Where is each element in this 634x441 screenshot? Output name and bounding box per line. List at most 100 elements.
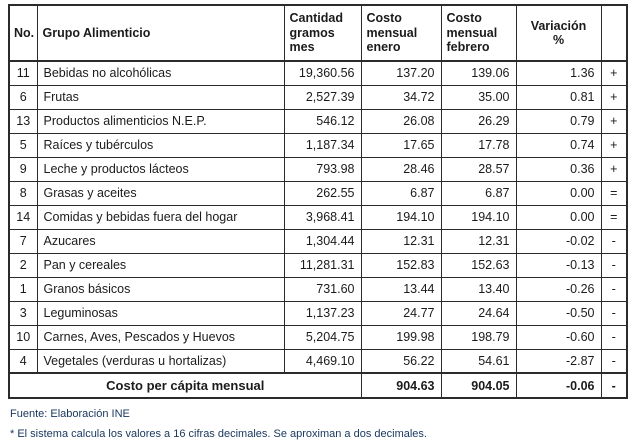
cell-cantidad: 546.12 bbox=[283, 108, 362, 134]
cell-enero: 13.44 bbox=[360, 276, 442, 302]
table-body: 11 Bebidas no alcohólicas 19,360.56 137.… bbox=[8, 60, 628, 399]
header-no: No. bbox=[8, 4, 38, 62]
cell-grupo: Productos alimenticios N.E.P. bbox=[36, 108, 285, 134]
cell-signo: + bbox=[600, 132, 628, 158]
cell-grupo: Leguminosas bbox=[36, 300, 285, 326]
cell-cantidad: 1,187.34 bbox=[283, 132, 362, 158]
cell-cantidad: 262.55 bbox=[283, 180, 362, 206]
cell-no: 5 bbox=[8, 132, 38, 158]
header-signo bbox=[600, 4, 628, 62]
cell-cantidad: 1,137.23 bbox=[283, 300, 362, 326]
cell-febrero: 24.64 bbox=[440, 300, 517, 326]
total-row: Costo per cápita mensual 904.63 904.05 -… bbox=[8, 372, 628, 399]
cell-enero: 28.46 bbox=[360, 156, 442, 182]
header-costo-mensual-febrero: Costo mensual febrero bbox=[440, 4, 517, 62]
cell-variacion: -0.02 bbox=[515, 228, 602, 254]
cell-cantidad: 2,527.39 bbox=[283, 84, 362, 110]
total-label: Costo per cápita mensual bbox=[8, 372, 362, 399]
cell-no: 9 bbox=[8, 156, 38, 182]
cell-enero: 12.31 bbox=[360, 228, 442, 254]
cell-grupo: Raíces y tubérculos bbox=[36, 132, 285, 158]
cell-no: 8 bbox=[8, 180, 38, 206]
cell-grupo: Vegetales (verduras u hortalizas) bbox=[36, 348, 285, 374]
cell-cantidad: 1,304.44 bbox=[283, 228, 362, 254]
cell-febrero: 35.00 bbox=[440, 84, 517, 110]
cell-enero: 24.77 bbox=[360, 300, 442, 326]
table-row: 8 Grasas y aceites 262.55 6.87 6.87 0.00… bbox=[8, 180, 628, 206]
cell-variacion: -0.26 bbox=[515, 276, 602, 302]
table-row: 4 Vegetales (verduras u hortalizas) 4,46… bbox=[8, 348, 628, 374]
cell-no: 6 bbox=[8, 84, 38, 110]
cell-febrero: 26.29 bbox=[440, 108, 517, 134]
cell-enero: 26.08 bbox=[360, 108, 442, 134]
header-grupo-alimenticio: Grupo Alimenticio bbox=[36, 4, 285, 62]
cell-grupo: Bebidas no alcohólicas bbox=[36, 60, 285, 86]
header-cantidad-gramos-mes: Cantidad gramos mes bbox=[283, 4, 362, 62]
cell-no: 4 bbox=[8, 348, 38, 374]
cell-signo: + bbox=[600, 84, 628, 110]
cell-variacion: -0.60 bbox=[515, 324, 602, 350]
cell-signo: - bbox=[600, 348, 628, 374]
cell-enero: 34.72 bbox=[360, 84, 442, 110]
cell-no: 7 bbox=[8, 228, 38, 254]
cell-grupo: Granos básicos bbox=[36, 276, 285, 302]
cell-signo: - bbox=[600, 276, 628, 302]
cell-grupo: Leche y productos lácteos bbox=[36, 156, 285, 182]
cell-enero: 137.20 bbox=[360, 60, 442, 86]
table-row: 5 Raíces y tubérculos 1,187.34 17.65 17.… bbox=[8, 132, 628, 158]
cell-signo: - bbox=[600, 324, 628, 350]
cell-febrero: 54.61 bbox=[440, 348, 517, 374]
cell-grupo: Pan y cereales bbox=[36, 252, 285, 278]
decimals-note: * El sistema calcula los valores a 16 ci… bbox=[10, 428, 427, 441]
table-row: 1 Granos básicos 731.60 13.44 13.40 -0.2… bbox=[8, 276, 628, 302]
cell-febrero: 6.87 bbox=[440, 180, 517, 206]
cell-febrero: 139.06 bbox=[440, 60, 517, 86]
cell-variacion: 1.36 bbox=[515, 60, 602, 86]
table-row: 14 Comidas y bebidas fuera del hogar 3,9… bbox=[8, 204, 628, 230]
cell-grupo: Comidas y bebidas fuera del hogar bbox=[36, 204, 285, 230]
cell-no: 1 bbox=[8, 276, 38, 302]
total-signo: - bbox=[600, 372, 628, 399]
cell-grupo: Carnes, Aves, Pescados y Huevos bbox=[36, 324, 285, 350]
source-note: Fuente: Elaboración INE bbox=[10, 408, 130, 420]
cell-enero: 199.98 bbox=[360, 324, 442, 350]
cell-enero: 6.87 bbox=[360, 180, 442, 206]
cell-enero: 17.65 bbox=[360, 132, 442, 158]
cell-cantidad: 731.60 bbox=[283, 276, 362, 302]
table-row: 11 Bebidas no alcohólicas 19,360.56 137.… bbox=[8, 60, 628, 86]
cell-grupo: Azucares bbox=[36, 228, 285, 254]
cell-enero: 194.10 bbox=[360, 204, 442, 230]
cell-enero: 152.83 bbox=[360, 252, 442, 278]
cell-signo: - bbox=[600, 300, 628, 326]
cell-variacion: 0.00 bbox=[515, 180, 602, 206]
cell-signo: = bbox=[600, 204, 628, 230]
table-row: 2 Pan y cereales 11,281.31 152.83 152.63… bbox=[8, 252, 628, 278]
cell-febrero: 194.10 bbox=[440, 204, 517, 230]
cell-no: 10 bbox=[8, 324, 38, 350]
footnotes: Fuente: Elaboración INE * El sistema cal… bbox=[8, 399, 626, 441]
cell-febrero: 28.57 bbox=[440, 156, 517, 182]
table-row: 9 Leche y productos lácteos 793.98 28.46… bbox=[8, 156, 628, 182]
cell-febrero: 17.78 bbox=[440, 132, 517, 158]
cell-no: 11 bbox=[8, 60, 38, 86]
cell-signo: - bbox=[600, 252, 628, 278]
cell-cantidad: 4,469.10 bbox=[283, 348, 362, 374]
table-header: No. Grupo Alimenticio Cantidad gramos me… bbox=[8, 4, 628, 62]
cell-febrero: 13.40 bbox=[440, 276, 517, 302]
cell-febrero: 198.79 bbox=[440, 324, 517, 350]
table-row: 13 Productos alimenticios N.E.P. 546.12 … bbox=[8, 108, 628, 134]
header-costo-mensual-enero: Costo mensual enero bbox=[360, 4, 442, 62]
cell-no: 14 bbox=[8, 204, 38, 230]
total-variacion: -0.06 bbox=[515, 372, 602, 399]
cell-no: 2 bbox=[8, 252, 38, 278]
cell-enero: 56.22 bbox=[360, 348, 442, 374]
cell-grupo: Grasas y aceites bbox=[36, 180, 285, 206]
cell-no: 13 bbox=[8, 108, 38, 134]
header-variacion-pct: Variación % bbox=[515, 4, 602, 62]
cell-febrero: 152.63 bbox=[440, 252, 517, 278]
total-costo-febrero: 904.05 bbox=[440, 372, 517, 399]
table-row: 6 Frutas 2,527.39 34.72 35.00 0.81 + bbox=[8, 84, 628, 110]
table-row: 7 Azucares 1,304.44 12.31 12.31 -0.02 - bbox=[8, 228, 628, 254]
cell-variacion: 0.74 bbox=[515, 132, 602, 158]
